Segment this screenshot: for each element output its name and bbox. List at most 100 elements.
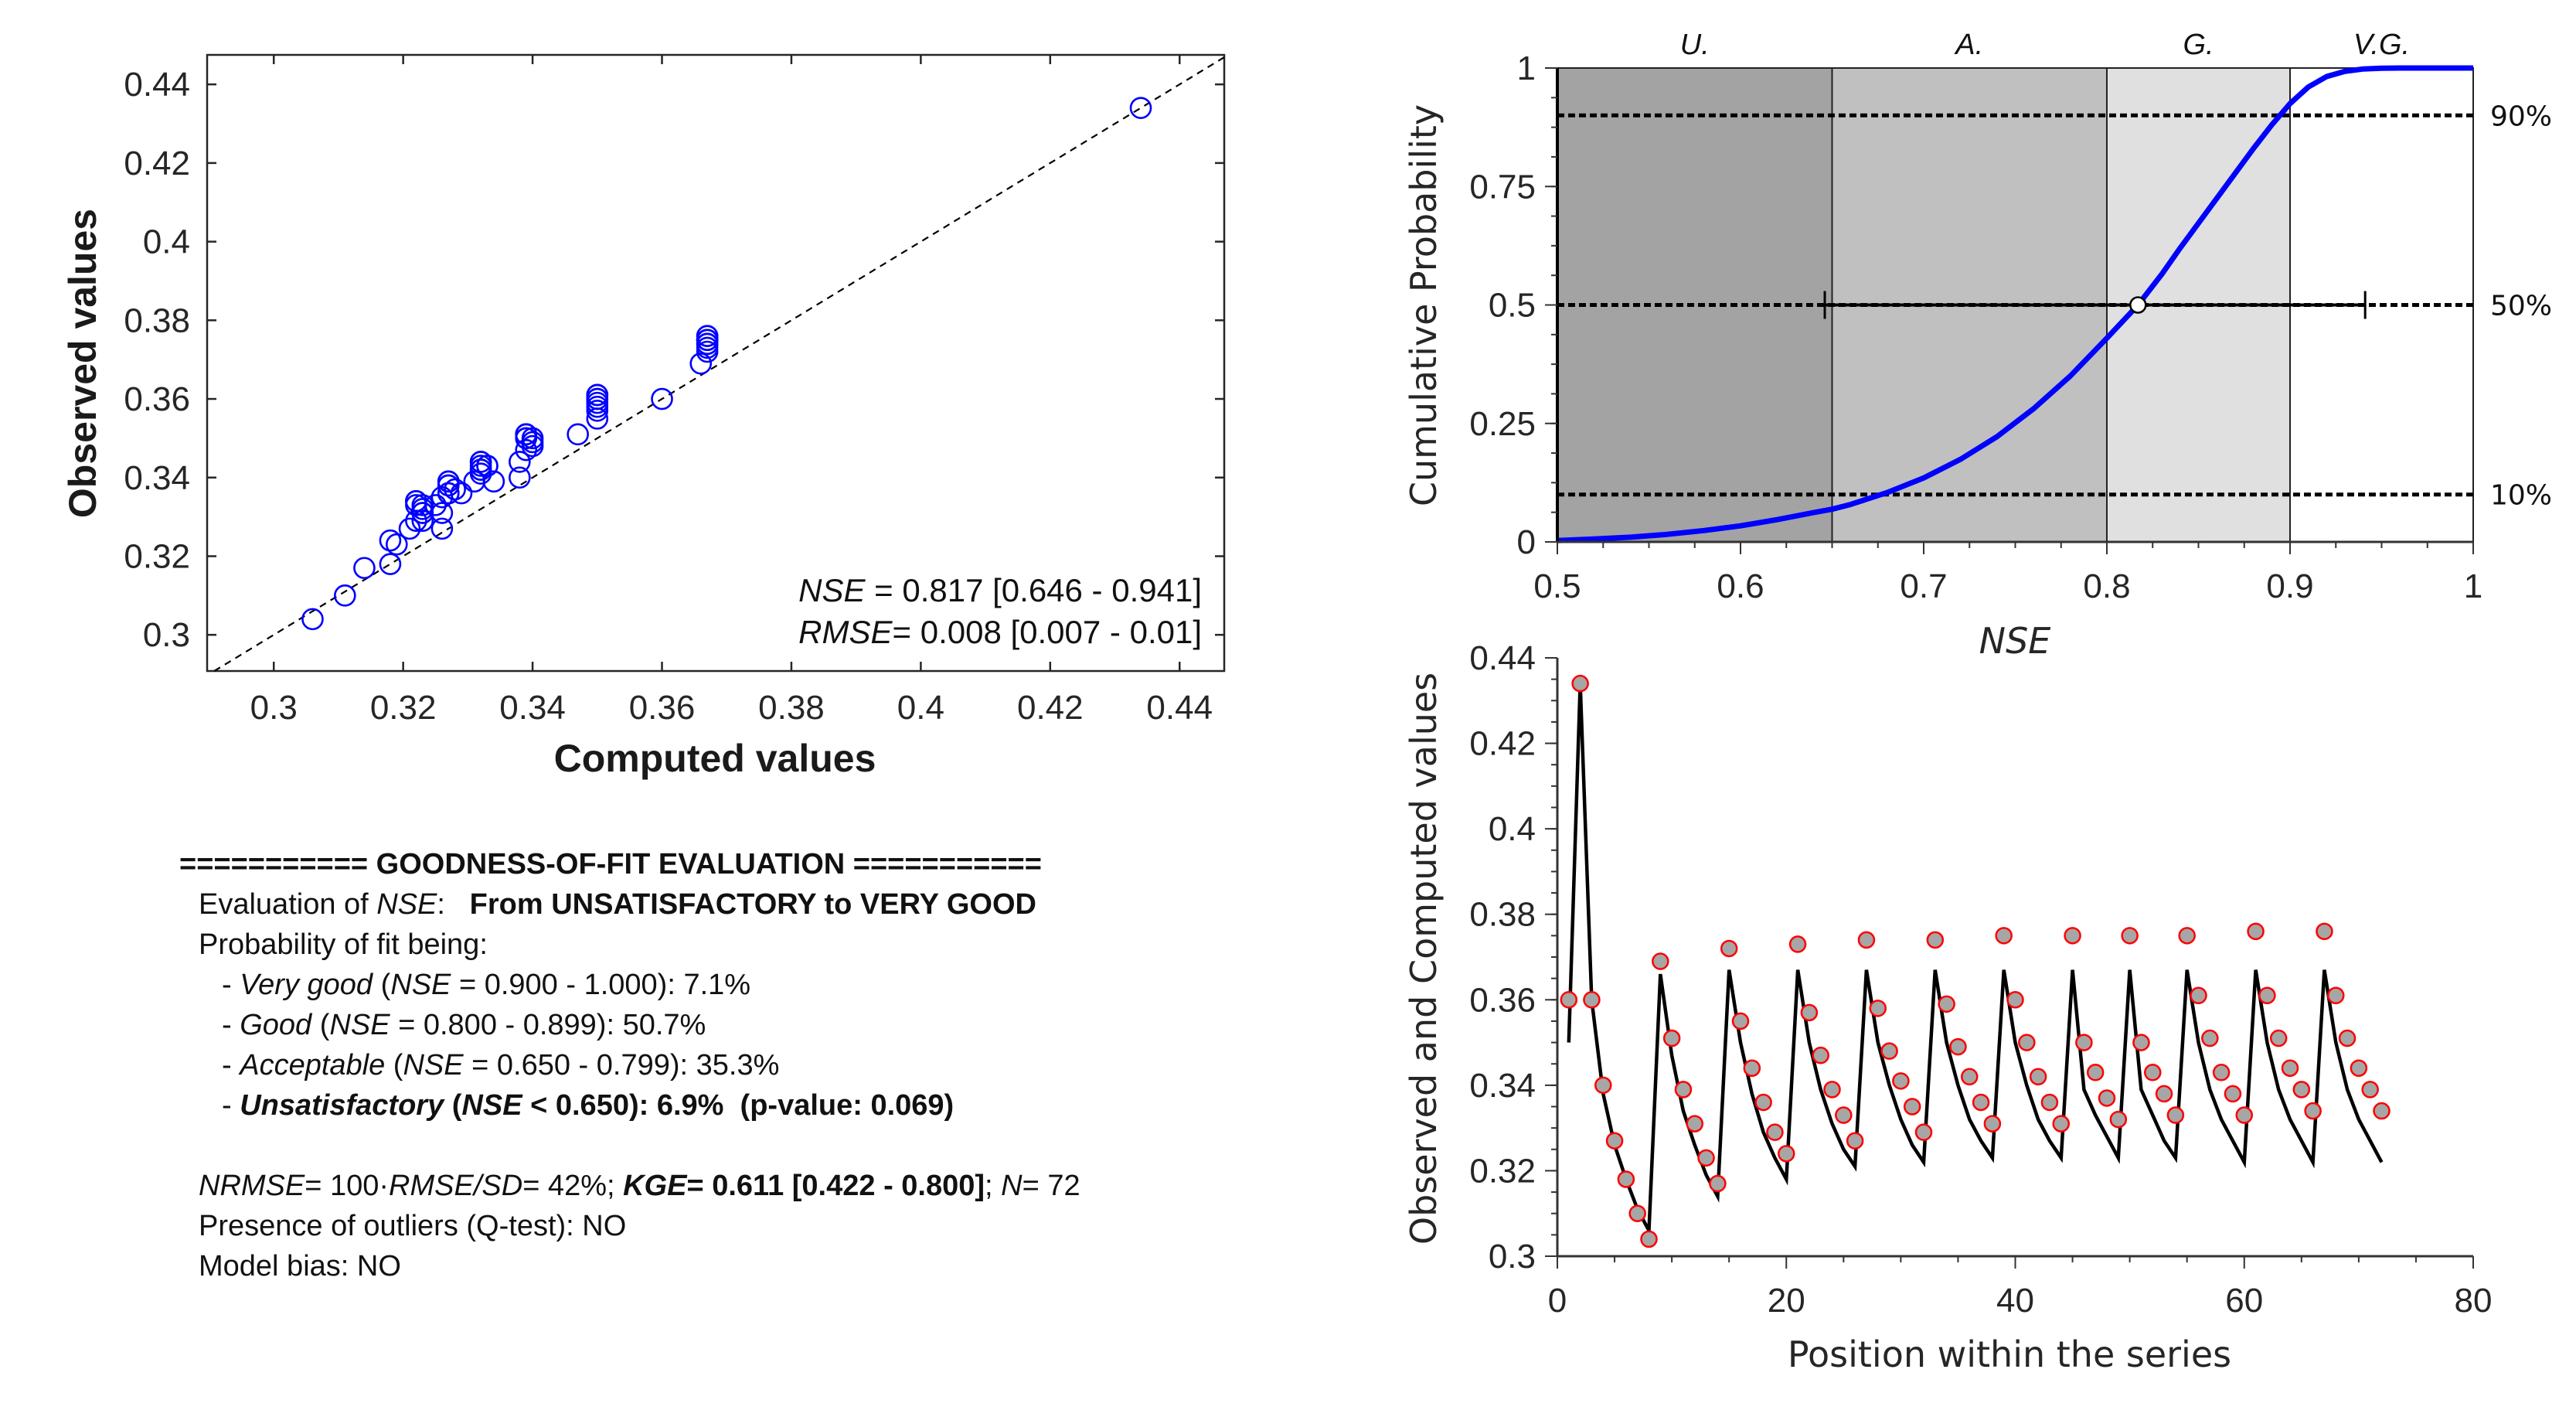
rmse-annotation-metric: RMSE [798, 614, 893, 650]
x-tick-label: 0.42 [1017, 689, 1084, 727]
gof-category-range: = 0.900 - 1.000): 7.1% [451, 969, 751, 1001]
gof-header: =========== GOODNESS-OF-FIT EVALUATION =… [179, 848, 1042, 881]
scatter-point [437, 482, 460, 505]
gof-dash: - [222, 1009, 240, 1041]
x-tick-label: 0.6 [1717, 567, 1764, 605]
gof-probability-header: Probability of fit being: [199, 928, 488, 961]
observed-point [2304, 1102, 2322, 1120]
observed-point [1857, 931, 1876, 949]
observed-point [1766, 1123, 1784, 1141]
observed-point [2166, 1106, 2185, 1124]
x-tick-label: 0.4 [897, 689, 944, 727]
observed-point [2075, 1034, 2093, 1051]
gof-category-metric: NSE [329, 1009, 390, 1041]
n-value: = 72 [1022, 1170, 1080, 1202]
observed-point [1583, 991, 1601, 1009]
observed-point [1743, 1059, 1761, 1077]
scatter-point [379, 529, 402, 552]
observed-point [2212, 1064, 2231, 1081]
gof-category-metric: NSE [461, 1089, 522, 1122]
scatter-point [509, 466, 531, 489]
computed-line-group [1567, 683, 2384, 1238]
observed-point [1800, 1003, 1819, 1022]
kge-label: KGE [623, 1170, 687, 1202]
scatter-point [379, 553, 402, 575]
observed-point [1720, 939, 1738, 958]
observed-point [2109, 1110, 2128, 1129]
observed-point [1754, 1093, 1772, 1112]
x-tick-label: 0.32 [370, 689, 437, 727]
observed-point [1709, 1174, 1727, 1193]
gof-dash: - [222, 1049, 240, 1081]
observed-point [1674, 1081, 1693, 1099]
gof-nrmse-kge-line: NRMSE= 100·RMSE/SD= 42%; KGE= 0.611 [0.4… [179, 1166, 1080, 1206]
observed-point [2006, 991, 2024, 1009]
y-tick-label: 0.3 [1489, 1238, 1536, 1276]
cdf-axes: 0.5 0.6 0.7 0.8 0.9 1 0 0.25 0.5 0.75 1 [1469, 49, 2482, 605]
gof-paren: ( [373, 969, 391, 1001]
observed-point [2373, 1102, 2391, 1120]
gof-category-range: < 0.650): 6.9% (p-value: 0.069) [522, 1089, 955, 1122]
band-label: A. [1954, 29, 1983, 61]
scatter-frame [206, 53, 1226, 673]
y-tick-label: 0.4 [1489, 810, 1536, 848]
gof-category-name: Acceptable [240, 1049, 386, 1081]
gof-category-name: Good [240, 1009, 312, 1041]
band-label: G. [2183, 29, 2214, 61]
observed-point [1812, 1046, 1829, 1064]
x-tick-label: 60 [2225, 1282, 2263, 1320]
x-tick-label: 0.9 [2266, 567, 2313, 605]
cdf-x-axis-label: NSE [1979, 620, 2051, 662]
gof-category-name: Unsatisfactory [240, 1089, 444, 1122]
y-tick-label: 0.32 [124, 537, 190, 575]
nse-annotation: NSE = 0.817 [0.646 - 0.941] [798, 572, 1202, 608]
observed-point [2247, 922, 2265, 941]
observed-point [1972, 1093, 1990, 1112]
scatter-point [334, 584, 356, 607]
gof-category-metric: NSE [403, 1049, 464, 1081]
observed-point [2155, 1085, 2173, 1103]
scatter-point [444, 478, 466, 501]
gof-paren: ( [444, 1089, 462, 1122]
gof-dash: - [222, 969, 240, 1001]
y-tick-label: 0.25 [1469, 405, 1536, 443]
y-tick-label: 0 [1517, 523, 1536, 561]
scatter-plot: 0.3 0.32 0.34 0.36 0.38 0.4 0.42 0.44 0.3 0.32 0.3… [61, 53, 1226, 780]
kge-value: = 0.611 [0.422 - 0.800] [686, 1170, 985, 1202]
observed-point [1869, 1000, 1887, 1017]
x-tick-label: 0.8 [2083, 567, 2130, 605]
rmse-annotation-value: = 0.008 [0.007 - 0.01] [893, 614, 1202, 650]
scatter-point [411, 494, 434, 516]
nrmse-formula: RMSE/SD [389, 1170, 523, 1202]
y-tick-label: 0.5 [1489, 287, 1536, 325]
scatter-point [567, 423, 589, 446]
observed-point [2316, 922, 2333, 941]
band-label: V.G. [2353, 29, 2410, 61]
gof-paren: ( [311, 1009, 330, 1041]
scatter-axes: 0.3 0.32 0.34 0.36 0.38 0.4 0.42 0.44 0.3 0.32 0.3… [124, 53, 1226, 727]
scatter-point [398, 517, 421, 540]
cdf-curve [1557, 65, 2473, 543]
scatter-y-axis-label: Observed values [61, 209, 104, 518]
observed-point [2144, 1064, 2162, 1081]
x-tick-label: 0.44 [1146, 689, 1213, 727]
observed-point [1903, 1098, 1921, 1116]
gof-spacer [179, 1126, 1080, 1166]
observed-point [1605, 1132, 1624, 1150]
y-tick-label: 0.42 [124, 145, 190, 182]
scatter-point [353, 557, 376, 580]
cdf-percentile-lines: 90% 50% 10% [1557, 100, 2552, 512]
percentile-label: 10% [2490, 480, 2552, 512]
scatter-point [586, 383, 609, 407]
observed-point [1788, 935, 1807, 953]
observed-points-group [1560, 674, 2391, 1248]
scatter-point [437, 470, 460, 493]
gof-evaluation-prefix: Evaluation of [199, 888, 377, 921]
scatter-point [689, 352, 713, 375]
x-tick-label: 0.7 [1900, 567, 1947, 605]
scatter-point [385, 533, 408, 556]
observed-point [1560, 991, 1578, 1009]
y-tick-label: 0.34 [124, 459, 190, 497]
rmse-annotation: RMSE= 0.008 [0.007 - 0.01] [798, 614, 1202, 650]
observed-point [2201, 1029, 2219, 1047]
